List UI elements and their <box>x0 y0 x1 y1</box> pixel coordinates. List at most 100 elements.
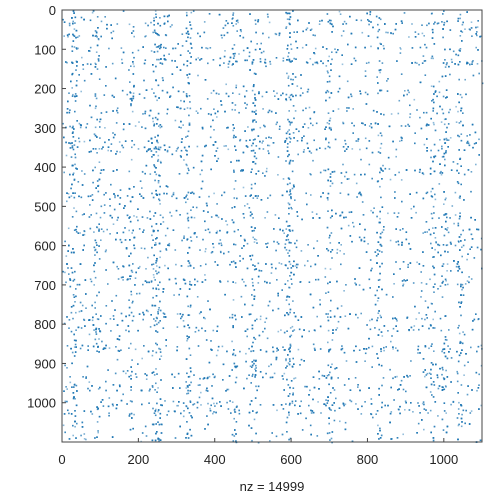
nonzero-point <box>286 18 289 20</box>
nonzero-point <box>89 195 92 197</box>
nonzero-point <box>179 155 182 157</box>
nonzero-point <box>159 348 162 351</box>
nonzero-point <box>457 110 459 113</box>
nonzero-point <box>254 265 256 267</box>
nonzero-point <box>255 432 257 435</box>
nonzero-point <box>444 336 447 338</box>
nonzero-point <box>193 267 195 269</box>
nonzero-point <box>218 93 220 95</box>
nonzero-point <box>197 384 200 386</box>
nonzero-point <box>97 430 99 432</box>
nonzero-point <box>148 390 151 392</box>
nonzero-point <box>78 137 80 140</box>
nonzero-point <box>273 372 276 375</box>
nonzero-point <box>204 79 207 81</box>
nonzero-point <box>79 301 82 304</box>
nonzero-point <box>286 330 288 332</box>
nonzero-point <box>408 36 410 38</box>
nonzero-point <box>294 76 297 78</box>
nonzero-point <box>196 145 199 148</box>
nonzero-point <box>399 52 402 54</box>
nonzero-point <box>316 315 318 318</box>
nonzero-point <box>314 34 316 37</box>
nonzero-point <box>115 294 118 297</box>
nonzero-point <box>99 172 102 174</box>
nonzero-point <box>397 212 400 214</box>
nonzero-point <box>235 136 237 138</box>
nonzero-point <box>73 144 76 146</box>
nonzero-point <box>330 437 333 440</box>
nonzero-point <box>362 122 364 125</box>
nonzero-point <box>74 110 76 113</box>
nonzero-point <box>294 110 297 112</box>
nonzero-point <box>160 161 162 164</box>
nonzero-point <box>425 409 427 411</box>
nonzero-point <box>476 389 478 392</box>
nonzero-point <box>465 409 467 412</box>
nonzero-point <box>450 58 453 61</box>
nonzero-point <box>475 163 477 166</box>
nonzero-point <box>254 162 257 165</box>
nonzero-point <box>194 331 197 333</box>
nonzero-point <box>200 391 202 394</box>
nonzero-point <box>238 53 240 55</box>
nonzero-point <box>402 388 405 391</box>
nonzero-point <box>322 46 324 48</box>
nonzero-point <box>308 281 311 283</box>
nonzero-point <box>80 90 82 93</box>
nonzero-point <box>242 49 245 52</box>
nonzero-point <box>239 255 241 257</box>
nonzero-point <box>204 250 207 253</box>
nonzero-point <box>190 240 193 242</box>
nonzero-point <box>438 385 441 387</box>
nonzero-point <box>292 300 294 302</box>
nonzero-point <box>433 350 435 352</box>
nonzero-point <box>254 93 256 96</box>
nonzero-point <box>447 231 450 234</box>
nonzero-point <box>353 173 356 176</box>
nonzero-point <box>438 244 441 247</box>
nonzero-point <box>392 317 394 320</box>
nonzero-point <box>342 23 344 25</box>
nonzero-point <box>461 288 463 291</box>
nonzero-point <box>371 267 373 270</box>
nonzero-point <box>353 57 356 60</box>
nonzero-point <box>188 114 190 117</box>
nonzero-point <box>112 404 114 407</box>
nonzero-point <box>446 376 449 378</box>
nonzero-point <box>442 244 445 246</box>
nonzero-point <box>395 228 397 230</box>
nonzero-point <box>245 139 248 142</box>
nonzero-point <box>89 227 92 230</box>
nonzero-point <box>189 21 191 23</box>
nonzero-point <box>113 318 115 320</box>
nonzero-point <box>245 90 248 92</box>
nonzero-point <box>399 268 401 270</box>
nonzero-point <box>74 22 76 24</box>
nonzero-point <box>112 132 114 134</box>
nonzero-point <box>256 197 259 199</box>
nonzero-point <box>446 216 448 219</box>
nonzero-point <box>91 304 93 307</box>
nonzero-point <box>336 248 339 251</box>
nonzero-point <box>156 99 158 102</box>
nonzero-point <box>231 369 233 371</box>
nonzero-point <box>266 337 269 340</box>
nonzero-point <box>447 345 449 347</box>
nonzero-point <box>430 85 433 87</box>
nonzero-point <box>304 264 306 267</box>
nonzero-point <box>251 168 253 171</box>
nonzero-point <box>355 403 357 405</box>
nonzero-point <box>364 124 366 126</box>
nonzero-point <box>478 373 480 376</box>
nonzero-point <box>338 75 341 78</box>
nonzero-point <box>346 107 348 109</box>
nonzero-point <box>268 300 271 303</box>
nonzero-point <box>199 249 201 251</box>
nonzero-point <box>148 114 151 117</box>
nonzero-point <box>397 112 400 115</box>
nonzero-point <box>128 375 130 378</box>
nonzero-point <box>306 27 309 29</box>
nonzero-point <box>137 219 139 222</box>
nonzero-point <box>284 140 287 142</box>
